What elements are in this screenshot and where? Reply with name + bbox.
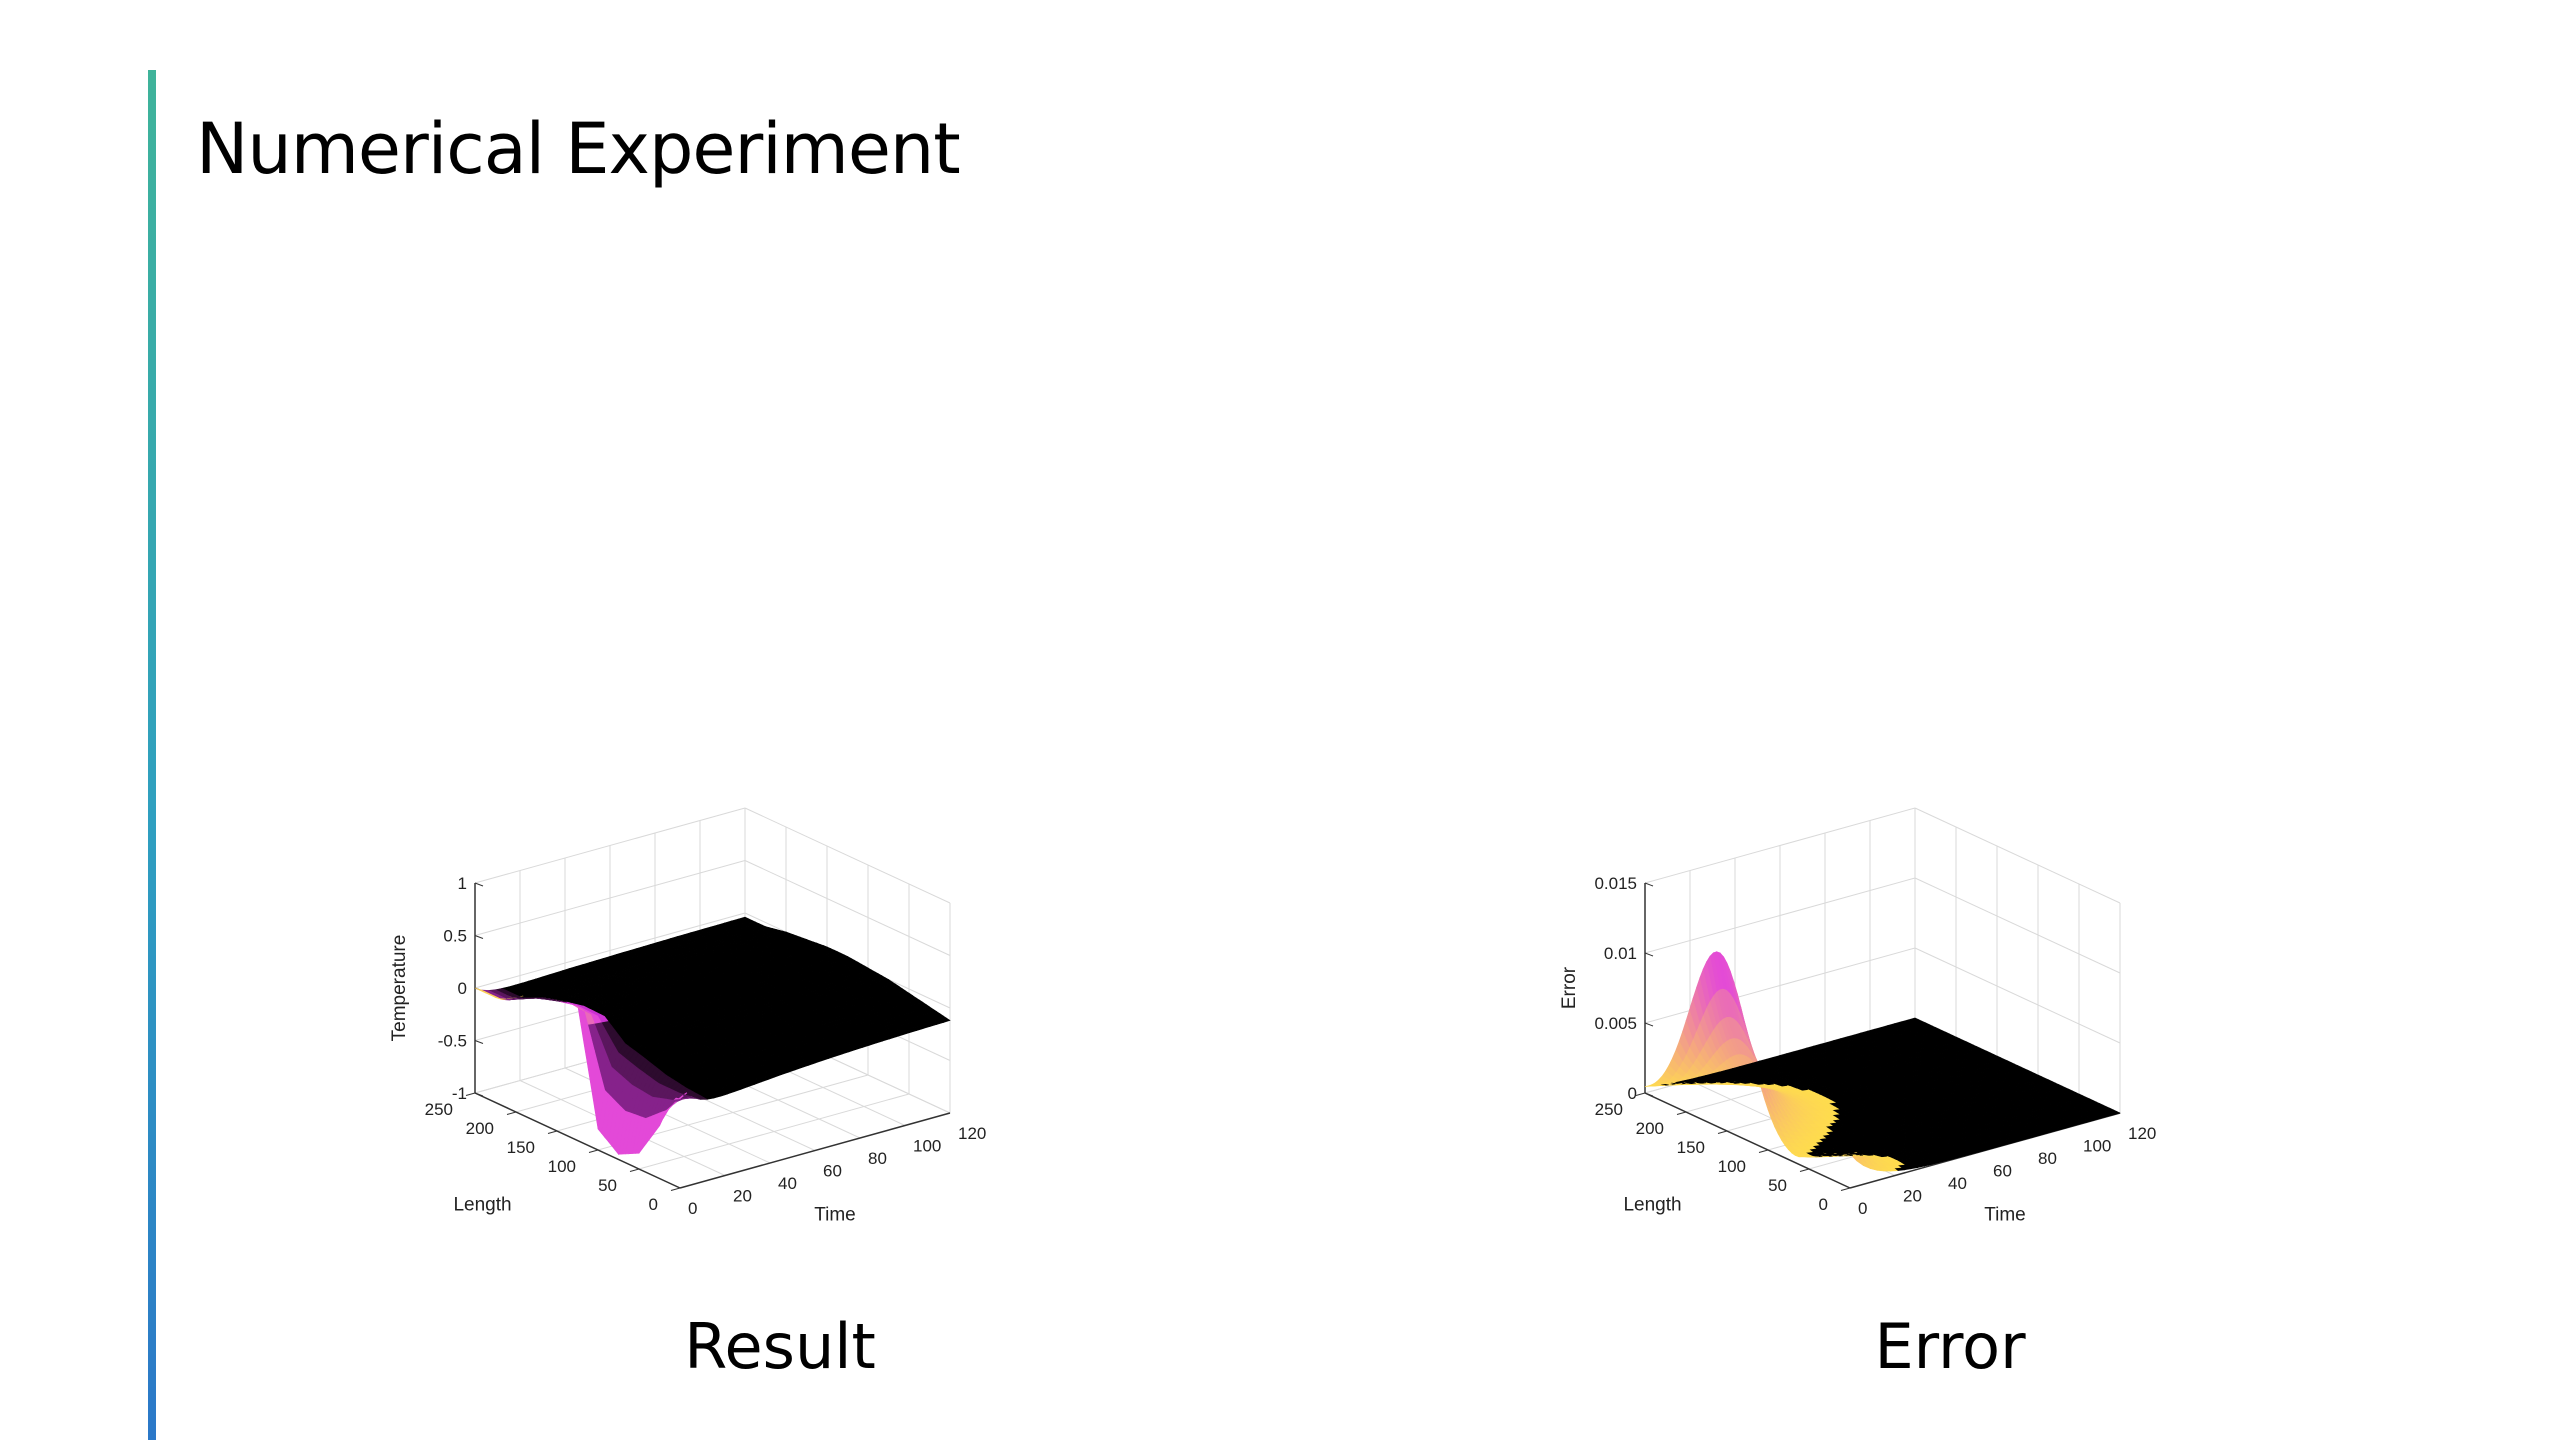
error-time-tick-2: 40 <box>1948 1174 1967 1193</box>
result-length-tick-2: 100 <box>548 1157 576 1176</box>
slide-title: Numerical Experiment <box>196 108 961 190</box>
result-z-tick-0: -1 <box>452 1084 467 1103</box>
error-time-tick-3: 60 <box>1993 1162 2012 1181</box>
result-length-label: Length <box>453 1195 511 1216</box>
result-time-tick-1: 20 <box>733 1187 752 1206</box>
accent-bar <box>148 70 156 1440</box>
result-length-tick-0: 0 <box>649 1195 658 1214</box>
result-time-tick-2: 40 <box>778 1174 797 1193</box>
error-axes: 0 50 100 150 200 250 0 20 40 60 80 100 120 0 0.005 0.01… <box>1559 874 2156 1226</box>
result-time-label: Time <box>814 1205 856 1226</box>
error-length-axis-line <box>1644 1092 1851 1189</box>
result-caption: Result <box>684 1310 876 1383</box>
error-z-tick-0: 0 <box>1628 1084 1637 1103</box>
result-z-tick-1: -0.5 <box>438 1032 467 1051</box>
error-length-label: Length <box>1623 1195 1681 1216</box>
result-z-tick-2: 0 <box>458 979 467 998</box>
result-time-tick-3: 60 <box>823 1162 842 1181</box>
result-time-tick-4: 80 <box>868 1149 887 1168</box>
result-surface-plot: 0 50 100 150 200 250 0 20 40 60 80 100 120 -1 -0.5 0 0.5… <box>290 520 1300 1226</box>
error-z-tick-3: 0.015 <box>1594 874 1637 893</box>
error-plot-svg: 0 50 100 150 200 250 0 20 40 60 80 100 120 0 0.005 0.01… <box>1559 807 2156 1226</box>
result-time-axis-line <box>679 1112 951 1189</box>
error-z-tick-2: 0.01 <box>1604 944 1637 963</box>
result-length-tick-5: 250 <box>425 1100 453 1119</box>
result-z-tick-4: 1 <box>458 874 467 893</box>
error-length-tick-4: 200 <box>1636 1119 1664 1138</box>
error-length-tick-1: 50 <box>1768 1176 1787 1195</box>
error-length-tick-0: 0 <box>1819 1195 1828 1214</box>
error-time-tick-0: 0 <box>1858 1199 1867 1218</box>
error-surface-plot: 0 50 100 150 200 250 0 20 40 60 80 100 120 0 0.005 0.01… <box>1460 520 2470 1226</box>
error-time-tick-5: 100 <box>2083 1137 2111 1156</box>
result-plot-svg: 0 50 100 150 200 250 0 20 40 60 80 100 120 -1 -0.5 0 0.5… <box>389 807 986 1226</box>
error-surface <box>1644 951 2121 1172</box>
error-length-tick-5: 250 <box>1595 1100 1623 1119</box>
error-time-tick-1: 20 <box>1903 1187 1922 1206</box>
result-surface <box>474 916 951 1156</box>
result-length-tick-3: 150 <box>507 1138 535 1157</box>
result-length-tick-1: 50 <box>598 1176 617 1195</box>
error-z-label: Error <box>1559 966 1580 1009</box>
result-length-tick-4: 200 <box>466 1119 494 1138</box>
error-z-tick-1: 0.005 <box>1594 1014 1637 1033</box>
error-caption: Error <box>1874 1310 2026 1383</box>
result-length-axis-line <box>474 1092 681 1189</box>
error-length-tick-2: 100 <box>1718 1157 1746 1176</box>
error-time-label: Time <box>1984 1205 2026 1226</box>
error-time-tick-4: 80 <box>2038 1149 2057 1168</box>
result-time-tick-5: 100 <box>913 1137 941 1156</box>
result-z-label: Temperature <box>389 935 410 1042</box>
result-z-tick-3: 0.5 <box>443 927 467 946</box>
error-length-tick-3: 150 <box>1677 1138 1705 1157</box>
result-axes: 0 50 100 150 200 250 0 20 40 60 80 100 120 -1 -0.5 0 0.5… <box>389 874 986 1226</box>
result-time-tick-0: 0 <box>688 1199 697 1218</box>
error-time-tick-6: 120 <box>2128 1124 2156 1143</box>
result-time-tick-6: 120 <box>958 1124 986 1143</box>
